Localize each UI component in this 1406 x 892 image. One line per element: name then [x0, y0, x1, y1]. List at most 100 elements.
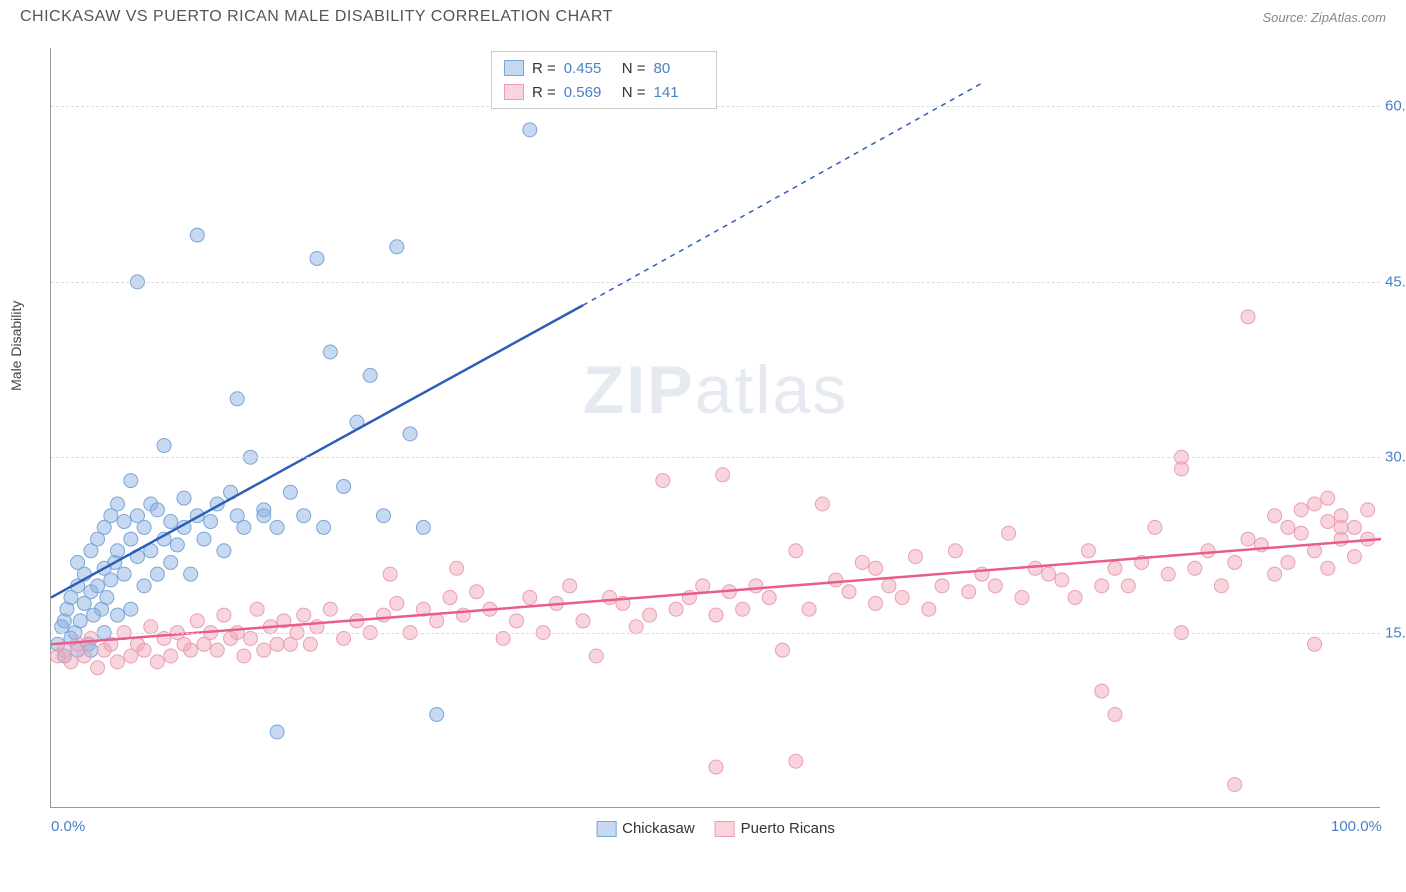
data-point — [802, 602, 816, 616]
data-point — [643, 608, 657, 622]
data-point — [523, 123, 537, 137]
data-point — [1268, 567, 1282, 581]
data-point — [922, 602, 936, 616]
data-point — [164, 649, 178, 663]
data-point — [1321, 515, 1335, 529]
data-point — [210, 643, 224, 657]
data-point — [164, 555, 178, 569]
data-point — [935, 579, 949, 593]
data-point — [762, 591, 776, 605]
n-value: 80 — [654, 60, 704, 77]
data-point — [250, 602, 264, 616]
data-point — [829, 573, 843, 587]
data-point — [111, 655, 125, 669]
source-label: Source: — [1262, 10, 1310, 25]
data-point — [270, 637, 284, 651]
gridline — [51, 633, 1380, 634]
data-point — [270, 725, 284, 739]
data-point — [696, 579, 710, 593]
data-point — [776, 643, 790, 657]
data-point — [217, 608, 231, 622]
data-point — [1108, 707, 1122, 721]
data-point — [842, 585, 856, 599]
data-point — [1028, 561, 1042, 575]
legend-stats: R =0.455N =80R =0.569N =141 — [491, 51, 717, 109]
data-point — [297, 608, 311, 622]
data-point — [137, 643, 151, 657]
data-point — [523, 591, 537, 605]
data-point — [150, 567, 164, 581]
data-point — [197, 532, 211, 546]
data-point — [962, 585, 976, 599]
data-point — [157, 439, 171, 453]
data-point — [170, 538, 184, 552]
data-point — [190, 614, 204, 628]
data-point — [882, 579, 896, 593]
data-point — [390, 240, 404, 254]
x-tick-label: 100.0% — [1331, 818, 1382, 835]
data-point — [73, 614, 87, 628]
data-point — [789, 754, 803, 768]
data-point — [1294, 503, 1308, 517]
y-tick-label: 60.0% — [1385, 98, 1406, 115]
data-point — [895, 591, 909, 605]
data-point — [177, 491, 191, 505]
r-value: 0.569 — [564, 84, 614, 101]
r-label: R = — [532, 84, 556, 101]
data-point — [297, 509, 311, 523]
data-point — [815, 497, 829, 511]
data-point — [204, 515, 218, 529]
data-point — [1241, 310, 1255, 324]
trend-line — [51, 305, 583, 597]
y-tick-label: 30.0% — [1385, 449, 1406, 466]
y-axis-label: Male Disability — [8, 300, 24, 390]
data-point — [137, 520, 151, 534]
data-point — [1121, 579, 1135, 593]
data-point — [1055, 573, 1069, 587]
data-point — [749, 579, 763, 593]
data-point — [1042, 567, 1056, 581]
data-point — [310, 251, 324, 265]
data-point — [1308, 497, 1322, 511]
legend-item: Puerto Ricans — [715, 820, 835, 837]
data-point — [1308, 637, 1322, 651]
data-point — [869, 561, 883, 575]
data-point — [100, 591, 114, 605]
data-point — [237, 649, 251, 663]
legend-stat-row: R =0.569N =141 — [504, 80, 704, 104]
data-point — [323, 345, 337, 359]
data-point — [111, 608, 125, 622]
legend-bottom: ChickasawPuerto Ricans — [596, 820, 835, 837]
data-point — [1188, 561, 1202, 575]
legend-swatch — [596, 821, 616, 837]
data-point — [416, 520, 430, 534]
data-point — [1095, 684, 1109, 698]
n-value: 141 — [654, 84, 704, 101]
gridline — [51, 457, 1380, 458]
data-point — [869, 596, 883, 610]
data-point — [510, 614, 524, 628]
data-point — [383, 567, 397, 581]
source-attribution: Source: ZipAtlas.com — [1262, 10, 1386, 25]
data-point — [1268, 509, 1282, 523]
data-point — [363, 368, 377, 382]
data-point — [589, 649, 603, 663]
data-point — [150, 655, 164, 669]
data-point — [164, 515, 178, 529]
data-point — [430, 614, 444, 628]
data-point — [1201, 544, 1215, 558]
data-point — [217, 544, 231, 558]
data-point — [988, 579, 1002, 593]
legend-label: Puerto Ricans — [741, 820, 835, 837]
data-point — [303, 637, 317, 651]
data-point — [656, 474, 670, 488]
scatter-plot-svg — [51, 48, 1380, 807]
legend-swatch — [504, 84, 524, 100]
data-point — [283, 485, 297, 499]
y-tick-label: 15.0% — [1385, 624, 1406, 641]
data-point — [377, 608, 391, 622]
data-point — [323, 602, 337, 616]
data-point — [576, 614, 590, 628]
data-point — [603, 591, 617, 605]
data-point — [91, 661, 105, 675]
